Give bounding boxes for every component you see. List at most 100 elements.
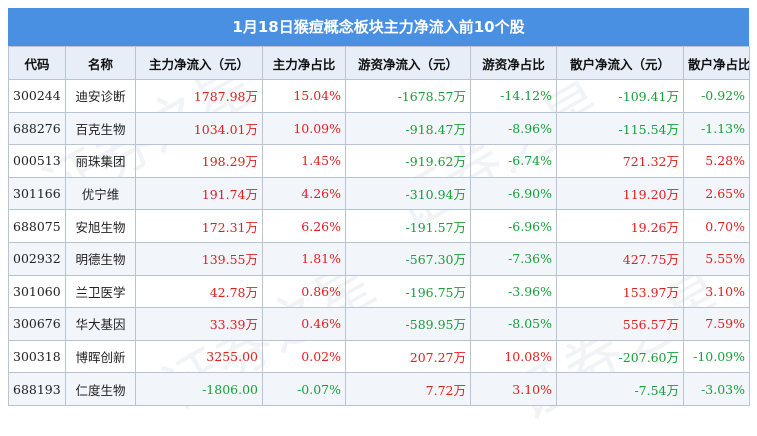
header-retail-ratio: 散户净占比 <box>683 46 750 80</box>
hot-inflow-cell: -191.57万 <box>345 209 471 243</box>
stock-name-cell: 博晖创新 <box>65 339 136 374</box>
main-inflow-cell: 198.29万 <box>135 144 263 178</box>
main-ratio-cell: 1.45% <box>262 144 346 178</box>
table-row: 300244 迪安诊断 1787.98万 15.04% -1678.57万 -14.12%… <box>8 79 750 113</box>
retail-ratio-cell: 2.65% <box>683 176 750 211</box>
main-inflow-cell: 172.31万 <box>135 209 263 243</box>
table-title: 1月18日猴痘概念板块主力净流入前10个股 <box>8 8 749 46</box>
stock-name-cell: 仁度生物 <box>65 372 136 406</box>
retail-ratio-cell: 3.10% <box>683 274 750 309</box>
main-ratio-cell: 1.81% <box>262 241 346 276</box>
stock-code-cell: 301166 <box>8 176 66 211</box>
retail-inflow-cell: 721.32万 <box>556 144 684 178</box>
hot-inflow-cell: -310.94万 <box>345 176 471 211</box>
main-ratio-cell: 4.26% <box>262 176 346 211</box>
header-code: 代码 <box>8 46 66 80</box>
hot-ratio-cell: 10.08% <box>470 339 557 374</box>
header-main-inflow: 主力净流入（元） <box>135 46 263 80</box>
main-ratio-cell: 10.09% <box>262 111 346 146</box>
main-ratio-cell: -0.07% <box>262 372 346 406</box>
retail-ratio-cell: -10.09% <box>683 339 750 374</box>
retail-ratio-cell: -1.13% <box>683 111 750 146</box>
table-row: 300318 博晖创新 3255.00 0.02% 207.27万 10.08% -207.… <box>8 339 750 374</box>
hot-inflow-cell: 7.72万 <box>345 372 471 406</box>
retail-inflow-cell: -207.60万 <box>556 339 684 374</box>
main-inflow-cell: 1787.98万 <box>135 79 263 113</box>
retail-inflow-cell: -109.41万 <box>556 79 684 113</box>
main-ratio-cell: 15.04% <box>262 79 346 113</box>
main-ratio-cell: 0.86% <box>262 274 346 309</box>
stock-code-cell: 301060 <box>8 274 66 309</box>
hot-inflow-cell: -919.62万 <box>345 144 471 178</box>
stock-name-cell: 丽珠集团 <box>65 144 136 178</box>
retail-inflow-cell: 556.57万 <box>556 307 684 341</box>
main-inflow-cell: 42.78万 <box>135 274 263 309</box>
hot-inflow-cell: -196.75万 <box>345 274 471 309</box>
header-retail-inflow: 散户净流入（元） <box>556 46 684 80</box>
hot-inflow-cell: -567.30万 <box>345 241 471 276</box>
header-hot-inflow: 游资净流入（元） <box>345 46 471 80</box>
page: 证券之星 证券之星 证券之星 证券之星 1月18日猴痘概念板块主力净流入前10个… <box>8 8 750 434</box>
stock-code-cell: 688193 <box>8 372 66 406</box>
table-row: 688075 安旭生物 172.31万 6.26% -191.57万 -6.96% 19.2… <box>8 209 750 243</box>
fund-flow-table: 代码 名称 主力净流入（元） 主力净占比 游资净流入（元） 游资净占比 散户净流… <box>8 46 750 406</box>
hot-ratio-cell: -6.74% <box>470 144 557 178</box>
stock-name-cell: 安旭生物 <box>65 209 136 243</box>
retail-ratio-cell: 5.28% <box>683 144 750 178</box>
stock-code-cell: 000513 <box>8 144 66 178</box>
stock-name-cell: 兰卫医学 <box>65 274 136 309</box>
table-row: 300676 华大基因 33.39万 0.46% -589.95万 -8.05% 556.5… <box>8 307 750 341</box>
retail-inflow-cell: 427.75万 <box>556 241 684 276</box>
main-ratio-cell: 0.02% <box>262 339 346 374</box>
table-row: 688276 百克生物 1034.01万 10.09% -918.47万 -8.96% -1… <box>8 111 750 146</box>
stock-code-cell: 300244 <box>8 79 66 113</box>
main-inflow-cell: 33.39万 <box>135 307 263 341</box>
header-name: 名称 <box>65 46 136 80</box>
retail-ratio-cell: 0.70% <box>683 209 750 243</box>
hot-inflow-cell: -918.47万 <box>345 111 471 146</box>
main-ratio-cell: 6.26% <box>262 209 346 243</box>
stock-name-cell: 百克生物 <box>65 111 136 146</box>
hot-inflow-cell: -1678.57万 <box>345 79 471 113</box>
stock-code-cell: 688276 <box>8 111 66 146</box>
main-inflow-cell: 3255.00 <box>135 339 263 374</box>
stock-name-cell: 迪安诊断 <box>65 79 136 113</box>
retail-ratio-cell: -0.92% <box>683 79 750 113</box>
retail-ratio-cell: -3.03% <box>683 372 750 406</box>
retail-inflow-cell: 119.20万 <box>556 176 684 211</box>
hot-ratio-cell: -6.90% <box>470 176 557 211</box>
main-inflow-cell: 139.55万 <box>135 241 263 276</box>
retail-ratio-cell: 7.59% <box>683 307 750 341</box>
hot-ratio-cell: -8.05% <box>470 307 557 341</box>
header-hot-ratio: 游资净占比 <box>470 46 557 80</box>
stock-name-cell: 优宁维 <box>65 176 136 211</box>
hot-inflow-cell: -589.95万 <box>345 307 471 341</box>
hot-ratio-cell: -7.36% <box>470 241 557 276</box>
hot-ratio-cell: 3.10% <box>470 372 557 406</box>
hot-inflow-cell: 207.27万 <box>345 339 471 374</box>
header-main-ratio: 主力净占比 <box>262 46 346 80</box>
main-inflow-cell: -1806.00 <box>135 372 263 406</box>
retail-inflow-cell: -7.54万 <box>556 372 684 406</box>
table-row: 301166 优宁维 191.74万 4.26% -310.94万 -6.90% 119.2… <box>8 176 750 211</box>
stock-name-cell: 华大基因 <box>65 307 136 341</box>
main-ratio-cell: 0.46% <box>262 307 346 341</box>
hot-ratio-cell: -6.96% <box>470 209 557 243</box>
stock-code-cell: 688075 <box>8 209 66 243</box>
retail-inflow-cell: -115.54万 <box>556 111 684 146</box>
hot-ratio-cell: -8.96% <box>470 111 557 146</box>
table-row: 301060 兰卫医学 42.78万 0.86% -196.75万 -3.96% 153.9… <box>8 274 750 309</box>
stock-name-cell: 明德生物 <box>65 241 136 276</box>
table-row: 000513 丽珠集团 198.29万 1.45% -919.62万 -6.74% 721.… <box>8 144 750 178</box>
retail-inflow-cell: 153.97万 <box>556 274 684 309</box>
retail-inflow-cell: 19.26万 <box>556 209 684 243</box>
table-row: 688193 仁度生物 -1806.00 -0.07% 7.72万 3.10% -7.54万… <box>8 372 750 406</box>
hot-ratio-cell: -14.12% <box>470 79 557 113</box>
main-inflow-cell: 1034.01万 <box>135 111 263 146</box>
main-inflow-cell: 191.74万 <box>135 176 263 211</box>
stock-code-cell: 002932 <box>8 241 66 276</box>
stock-code-cell: 300676 <box>8 307 66 341</box>
stock-code-cell: 300318 <box>8 339 66 374</box>
retail-ratio-cell: 5.55% <box>683 241 750 276</box>
hot-ratio-cell: -3.96% <box>470 274 557 309</box>
